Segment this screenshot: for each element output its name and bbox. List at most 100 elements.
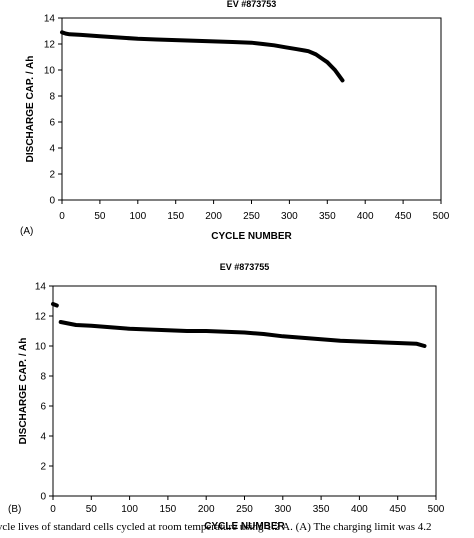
y-tick-label: 14 [44, 14, 56, 25]
data-point [396, 341, 400, 345]
y-tick-label: 4 [40, 432, 46, 443]
data-point [302, 48, 307, 53]
x-tick-label: 100 [129, 211, 146, 222]
data-point [223, 330, 227, 334]
x-tick-label: 50 [86, 504, 98, 515]
y-tick-label: 12 [35, 312, 47, 323]
x-tick-label: 500 [433, 211, 450, 222]
data-point [333, 68, 337, 72]
x-tick-label: 450 [395, 211, 412, 222]
data-point [261, 42, 265, 46]
data-point [147, 327, 151, 332]
data-point [306, 49, 310, 53]
x-axis-label: CYCLE NUMBER [204, 521, 285, 532]
y-tick-label: 10 [44, 66, 56, 77]
y-tick-label: 0 [49, 196, 55, 207]
data-point [314, 52, 318, 57]
x-tick-label: 150 [160, 504, 177, 515]
x-tick-label: 200 [205, 211, 222, 222]
y-tick-label: 2 [40, 462, 46, 473]
data-point [64, 31, 68, 36]
data-point [318, 55, 322, 59]
data-point [325, 60, 329, 64]
y-tick-label: 0 [40, 492, 46, 503]
data-point [155, 37, 159, 42]
x-tick-label: 0 [59, 211, 65, 222]
data-point [51, 302, 55, 306]
data-point [67, 32, 72, 36]
data-point [108, 325, 113, 329]
y-tick-label: 8 [49, 92, 55, 103]
data-point [337, 73, 341, 77]
data-point [376, 340, 381, 344]
x-tick-label: 100 [121, 504, 138, 515]
data-point [272, 43, 276, 47]
data-point [174, 38, 178, 42]
data-point [204, 329, 208, 333]
data-point [230, 40, 235, 44]
panel-label: (A) [20, 226, 33, 237]
x-tick-label: 400 [351, 504, 368, 515]
y-tick-label: 10 [35, 342, 47, 353]
x-tick-label: 200 [198, 504, 215, 515]
data-point [422, 344, 427, 348]
chart-title: EV #873755 [220, 262, 270, 272]
x-tick-label: 400 [357, 211, 374, 222]
data-point [242, 330, 247, 335]
data-point [193, 39, 197, 43]
data-point [249, 41, 254, 45]
data-point [284, 45, 288, 49]
data-point [98, 34, 102, 38]
y-tick-label: 4 [49, 144, 55, 155]
data-point [212, 39, 216, 44]
data-point [415, 342, 419, 346]
series-line [60, 30, 345, 83]
data-point [60, 30, 64, 34]
data-point [117, 35, 121, 40]
data-point [128, 327, 132, 331]
data-point [136, 37, 140, 41]
data-point [321, 58, 326, 62]
data-point [357, 339, 361, 344]
data-point [55, 303, 59, 308]
panel-label: (B) [8, 504, 21, 515]
x-tick-label: 350 [313, 504, 330, 515]
y-axis-label: DISCHARGE CAP. / Ah [18, 338, 29, 445]
x-tick-label: 300 [281, 211, 298, 222]
plot-frame [52, 285, 437, 497]
data-point [79, 33, 83, 37]
data-point [66, 321, 70, 326]
data-point [262, 332, 266, 336]
y-axis-label: DISCHARGE CAP. / Ah [25, 56, 36, 163]
data-point [300, 336, 304, 340]
x-tick-label: 250 [236, 504, 253, 515]
x-tick-label: 50 [94, 211, 106, 222]
figure-caption: cycle lives of standard cells cycled at … [0, 521, 431, 533]
y-tick-label: 6 [40, 402, 46, 413]
chart-title: EV #873753 [227, 0, 277, 9]
series-line [51, 302, 427, 348]
data-point [338, 339, 342, 343]
x-tick-label: 250 [243, 211, 260, 222]
x-tick-label: 0 [50, 504, 56, 515]
data-point [74, 323, 78, 327]
data-point [166, 328, 170, 332]
x-axis-label: CYCLE NUMBER [211, 231, 292, 242]
data-point [185, 329, 189, 333]
data-point [340, 78, 345, 82]
y-tick-label: 8 [40, 372, 46, 383]
x-tick-label: 350 [319, 211, 336, 222]
data-point [281, 334, 285, 338]
data-point [59, 320, 63, 324]
data-point [319, 337, 323, 341]
x-tick-label: 300 [274, 504, 291, 515]
x-tick-label: 150 [167, 211, 184, 222]
y-tick-label: 12 [44, 40, 56, 51]
plot-frame [61, 17, 442, 201]
data-point [89, 324, 93, 328]
y-tick-label: 2 [49, 170, 55, 181]
x-tick-label: 450 [389, 504, 406, 515]
